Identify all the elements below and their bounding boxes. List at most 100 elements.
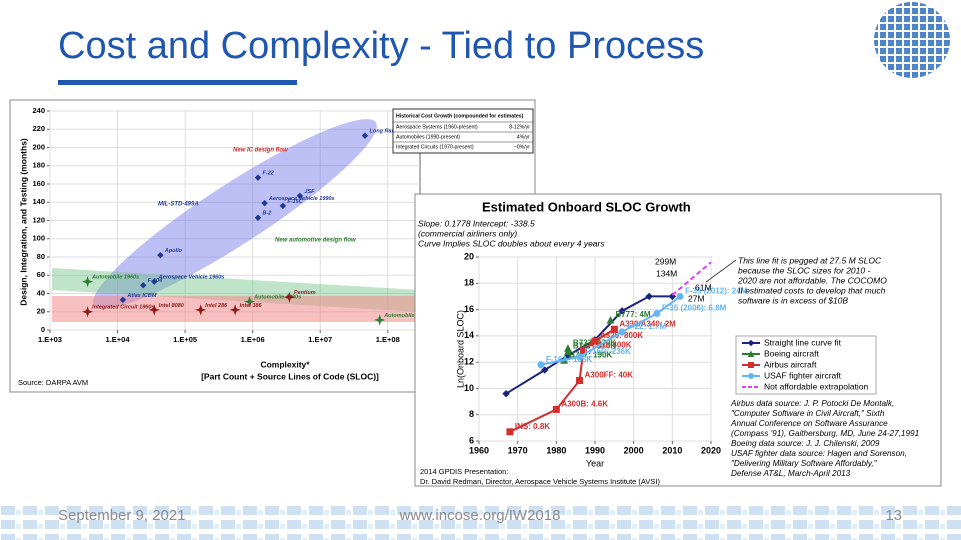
- region: [93, 119, 377, 309]
- marker: [610, 325, 618, 333]
- marker: [676, 292, 684, 300]
- point-label: Intel 286: [205, 303, 228, 309]
- point-label: INS: 0.8K: [515, 422, 550, 431]
- marker: [748, 373, 754, 379]
- table-cell: Automobiles (1990-present): [396, 134, 460, 140]
- y-tick-label: 80: [37, 252, 45, 261]
- y-tick-label: 160: [32, 179, 45, 188]
- point-label: B767: 190K: [569, 350, 612, 359]
- marker: [552, 405, 560, 413]
- point-label: B777: 4M: [615, 310, 650, 319]
- x-tick-label: 1990: [585, 445, 605, 455]
- marker: [579, 346, 587, 354]
- marker: [148, 304, 160, 316]
- point-label: B-2: [263, 211, 272, 217]
- marker: [374, 314, 386, 326]
- y-tick-label: 10: [464, 383, 474, 393]
- point-label: Automobile 1990s: [253, 295, 301, 301]
- marker: [81, 276, 94, 288]
- point-label: Atlas ICBM: [126, 293, 156, 299]
- marker: [261, 199, 268, 207]
- marker: [606, 315, 615, 324]
- point-label: F-16D: 236K: [585, 347, 631, 356]
- logo: [874, 2, 950, 78]
- x-tick-label: 1980: [546, 445, 566, 455]
- data-source: USAF fighter data source: Hagen and Sore…: [731, 449, 907, 458]
- marker: [279, 202, 287, 210]
- point-label: A330/A340: 2M: [619, 319, 676, 328]
- table-title: Historical Cost Growth (compounded for e…: [396, 113, 524, 119]
- point-label: Aerospace Vehicle 1960s: [158, 275, 225, 281]
- y-tick-label: 20: [464, 251, 474, 261]
- y-tick-label: 14: [464, 330, 474, 340]
- marker: [747, 339, 755, 347]
- annotation: New IC design flow: [233, 148, 288, 154]
- point-label: JSF: [304, 189, 315, 195]
- chart-subtitle: Slope: 0.1778 Intercept: -338.5: [418, 218, 535, 228]
- chart-subtitle: Curve Implies SLOC doubles about every 4…: [418, 238, 605, 248]
- table-cell: Aerospace Systems (1960-present): [396, 124, 478, 130]
- point-label: Apollo: [164, 248, 183, 254]
- point-label: Automobile Next Gen*: [383, 313, 443, 319]
- footer-date: September 9, 2021: [58, 507, 186, 524]
- data-source: "Computer Software in Civil Aircraft," S…: [731, 409, 885, 418]
- marker: [243, 296, 256, 308]
- marker: [537, 361, 545, 369]
- note: II estimated costs to develop that much: [738, 285, 886, 295]
- x-tick-label: 1.E+03: [38, 335, 62, 344]
- marker: [591, 337, 599, 345]
- y-tick-label: 18: [464, 278, 474, 288]
- point-label: Intel 386: [240, 303, 263, 309]
- marker: [195, 304, 207, 316]
- note: This line fit is pegged at 27.5 M SLOC: [738, 255, 882, 265]
- footer-pattern: [0, 505, 961, 540]
- marker: [283, 291, 295, 303]
- x-tick-label: 2010: [662, 445, 682, 455]
- x-tick-label: 1970: [508, 445, 528, 455]
- data-source: Airbus data source: J. P. Potocki De Mon…: [730, 399, 894, 408]
- point-label: F-16A: 135K: [546, 355, 592, 364]
- y-tick-label: 220: [32, 124, 45, 133]
- x-tick-label: 1.E+08: [376, 335, 400, 344]
- x-tick-label: 2020: [701, 445, 721, 455]
- point-label: Integrated Circuit 1960s: [92, 305, 154, 311]
- y-tick-label: 180: [32, 161, 45, 170]
- point-label: F-35 (2006): 6.8M: [662, 304, 727, 313]
- source: 2014 GPDIS Presentation:: [420, 467, 508, 476]
- marker: [140, 282, 147, 289]
- point-label: F-22: 1.7M: [627, 322, 666, 331]
- x-tick-label: 1.E+04: [106, 335, 131, 344]
- point-label: F-22: [263, 171, 274, 177]
- y-tick-label: 60: [37, 270, 45, 279]
- x-axis-label: Year: [586, 458, 604, 468]
- point-label: B747: 370K: [573, 341, 616, 350]
- point-label: A310: 400K: [588, 340, 631, 349]
- series-line: [671, 261, 712, 296]
- marker: [618, 328, 626, 336]
- marker: [361, 132, 369, 139]
- slide-title: Cost and Complexity - Tied to Process: [58, 25, 704, 67]
- point-label: F-104: [148, 278, 162, 284]
- marker: [119, 296, 127, 304]
- data-source: "Delivering Military Software Affordably…: [731, 459, 878, 468]
- x-tick-label: 2000: [624, 445, 644, 455]
- point-label: F-35 (2012): 24M: [685, 287, 748, 296]
- title-underline: [58, 80, 297, 85]
- y-tick-label: 12: [464, 357, 474, 367]
- annotation: 27M: [688, 293, 705, 303]
- x-tick-label: 1960: [469, 445, 489, 455]
- note: because the SLOC sizes for 2010 -: [738, 265, 870, 275]
- point-label: A320: 800K: [600, 331, 643, 340]
- x-tick-label: 1.E+06: [241, 335, 265, 344]
- marker: [576, 377, 584, 385]
- annotation: MIL-STD-499A: [158, 202, 199, 208]
- page-number: 13: [885, 507, 902, 524]
- marker: [157, 251, 164, 259]
- annotation: 299M: [655, 256, 676, 266]
- legend-label: Boeing aircraft: [764, 348, 819, 358]
- legend-label: Not affordable extrapolation: [764, 381, 869, 391]
- table-cell: 8-12%/yr: [509, 124, 530, 130]
- marker: [229, 304, 241, 316]
- marker: [502, 389, 510, 398]
